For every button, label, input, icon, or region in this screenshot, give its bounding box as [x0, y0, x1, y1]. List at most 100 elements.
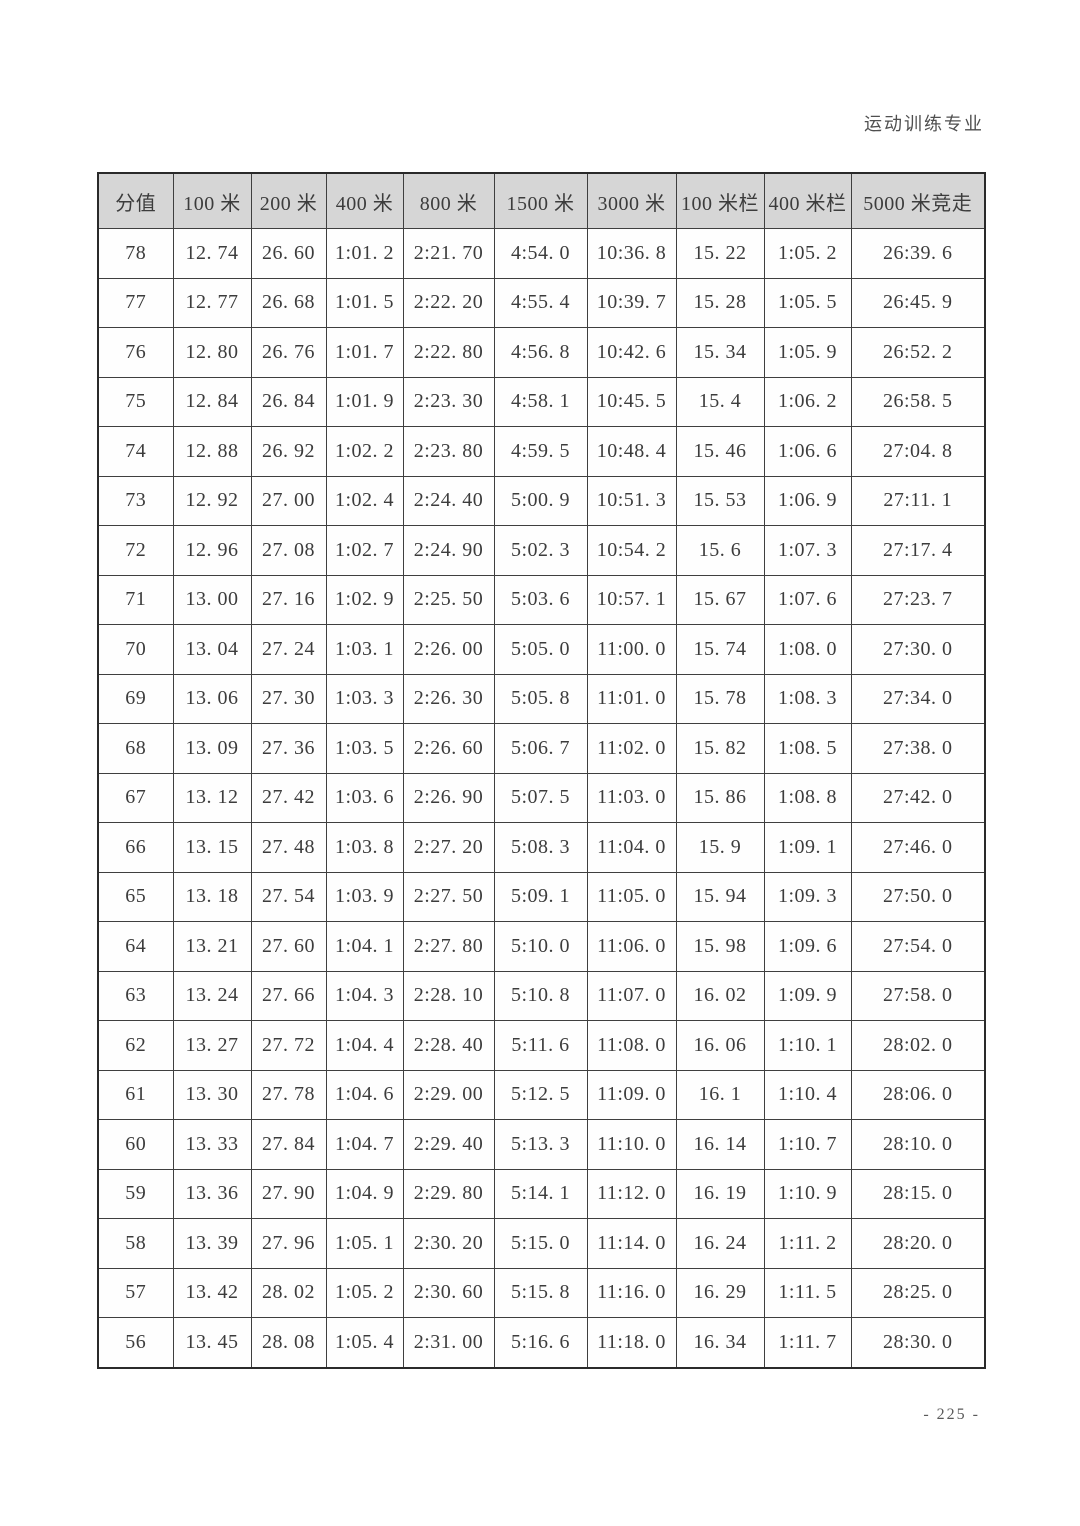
result-cell: 11:01. 0 — [586, 673, 677, 724]
result-cell: 28:02. 0 — [850, 1020, 986, 1071]
result-cell: 28:06. 0 — [850, 1069, 986, 1120]
table-row: 75 12. 84 26. 84 1:01. 9 2:23. 30 4:58. 1 10:4… — [97, 376, 986, 427]
result-cell: 12. 92 — [172, 475, 252, 526]
result-cell: 12. 88 — [172, 426, 252, 477]
result-cell: 15. 46 — [675, 426, 765, 477]
result-cell: 26. 76 — [250, 327, 327, 378]
result-cell: 15. 22 — [675, 228, 765, 279]
result-cell: 16. 34 — [675, 1317, 765, 1368]
result-cell: 1:10. 4 — [763, 1069, 852, 1120]
result-cell: 1:01. 2 — [325, 228, 404, 279]
result-cell: 1:02. 4 — [325, 475, 404, 526]
score-cell: 74 — [97, 426, 174, 477]
result-cell: 4:55. 4 — [493, 277, 588, 328]
column-header: 分值 — [97, 172, 174, 229]
result-cell: 5:14. 1 — [493, 1168, 588, 1219]
table-row: 69 13. 06 27. 30 1:03. 3 2:26. 30 5:05. 8 11:0… — [97, 673, 986, 724]
result-cell: 11:14. 0 — [586, 1218, 677, 1269]
result-cell: 1:06. 2 — [763, 376, 852, 427]
result-cell: 1:04. 3 — [325, 970, 404, 1021]
table-body: 78 12. 74 26. 60 1:01. 2 2:21. 70 4:54. 0 10:3… — [97, 228, 986, 1368]
result-cell: 11:06. 0 — [586, 921, 677, 972]
score-cell: 77 — [97, 277, 174, 328]
result-cell: 13. 18 — [172, 871, 252, 922]
result-cell: 1:02. 9 — [325, 574, 404, 625]
result-cell: 15. 78 — [675, 673, 765, 724]
result-cell: 1:04. 1 — [325, 921, 404, 972]
result-cell: 12. 74 — [172, 228, 252, 279]
result-cell: 27. 24 — [250, 624, 327, 675]
score-cell: 64 — [97, 921, 174, 972]
result-cell: 28:25. 0 — [850, 1267, 986, 1318]
result-cell: 16. 02 — [675, 970, 765, 1021]
result-cell: 11:05. 0 — [586, 871, 677, 922]
result-cell: 27. 16 — [250, 574, 327, 625]
table-row: 56 13. 45 28. 08 1:05. 4 2:31. 00 5:16. 6 11:1… — [97, 1317, 986, 1368]
table-row: 77 12. 77 26. 68 1:01. 5 2:22. 20 4:55. 4 10:3… — [97, 277, 986, 328]
result-cell: 15. 53 — [675, 475, 765, 526]
result-cell: 11:09. 0 — [586, 1069, 677, 1120]
result-cell: 15. 86 — [675, 772, 765, 823]
result-cell: 27. 66 — [250, 970, 327, 1021]
result-cell: 1:09. 3 — [763, 871, 852, 922]
result-cell: 16. 06 — [675, 1020, 765, 1071]
score-cell: 66 — [97, 822, 174, 873]
result-cell: 27. 36 — [250, 723, 327, 774]
table-row: 58 13. 39 27. 96 1:05. 1 2:30. 20 5:15. 0 11:1… — [97, 1218, 986, 1269]
result-cell: 2:27. 50 — [402, 871, 495, 922]
result-cell: 27. 42 — [250, 772, 327, 823]
score-cell: 60 — [97, 1119, 174, 1170]
result-cell: 1:06. 6 — [763, 426, 852, 477]
result-cell: 13. 04 — [172, 624, 252, 675]
result-cell: 15. 9 — [675, 822, 765, 873]
table-row: 59 13. 36 27. 90 1:04. 9 2:29. 80 5:14. 1 11:1… — [97, 1168, 986, 1219]
result-cell: 1:05. 5 — [763, 277, 852, 328]
result-cell: 5:13. 3 — [493, 1119, 588, 1170]
result-cell: 27. 48 — [250, 822, 327, 873]
score-cell: 73 — [97, 475, 174, 526]
result-cell: 13. 24 — [172, 970, 252, 1021]
result-cell: 2:24. 90 — [402, 525, 495, 576]
score-cell: 76 — [97, 327, 174, 378]
result-cell: 5:07. 5 — [493, 772, 588, 823]
result-cell: 27. 00 — [250, 475, 327, 526]
result-cell: 12. 84 — [172, 376, 252, 427]
result-cell: 10:54. 2 — [586, 525, 677, 576]
result-cell: 16. 1 — [675, 1069, 765, 1120]
result-cell: 1:02. 2 — [325, 426, 404, 477]
result-cell: 28. 02 — [250, 1267, 327, 1318]
score-cell: 62 — [97, 1020, 174, 1071]
result-cell: 2:26. 30 — [402, 673, 495, 724]
column-header: 400 米 — [325, 172, 404, 229]
result-cell: 2:24. 40 — [402, 475, 495, 526]
result-cell: 2:26. 90 — [402, 772, 495, 823]
score-cell: 78 — [97, 228, 174, 279]
result-cell: 26:52. 2 — [850, 327, 986, 378]
result-cell: 2:22. 80 — [402, 327, 495, 378]
result-cell: 2:21. 70 — [402, 228, 495, 279]
result-cell: 1:09. 9 — [763, 970, 852, 1021]
result-cell: 27. 60 — [250, 921, 327, 972]
result-cell: 1:09. 6 — [763, 921, 852, 972]
scoring-table: 分值 100 米 200 米 400 米 800 米 1500 米 3000 米 100 米栏… — [97, 172, 986, 1369]
column-header: 100 米栏 — [675, 172, 765, 229]
result-cell: 27:38. 0 — [850, 723, 986, 774]
result-cell: 10:39. 7 — [586, 277, 677, 328]
result-cell: 5:00. 9 — [493, 475, 588, 526]
result-cell: 27. 54 — [250, 871, 327, 922]
table-row: 72 12. 96 27. 08 1:02. 7 2:24. 90 5:02. 3 10:5… — [97, 525, 986, 576]
table-row: 76 12. 80 26. 76 1:01. 7 2:22. 80 4:56. 8 10:4… — [97, 327, 986, 378]
result-cell: 26:39. 6 — [850, 228, 986, 279]
table-row: 63 13. 24 27. 66 1:04. 3 2:28. 10 5:10. 8 11:0… — [97, 970, 986, 1021]
score-cell: 59 — [97, 1168, 174, 1219]
result-cell: 27:46. 0 — [850, 822, 986, 873]
result-cell: 2:30. 20 — [402, 1218, 495, 1269]
result-cell: 27:54. 0 — [850, 921, 986, 972]
result-cell: 12. 96 — [172, 525, 252, 576]
result-cell: 26. 60 — [250, 228, 327, 279]
result-cell: 11:16. 0 — [586, 1267, 677, 1318]
result-cell: 11:12. 0 — [586, 1168, 677, 1219]
result-cell: 27:34. 0 — [850, 673, 986, 724]
result-cell: 2:28. 40 — [402, 1020, 495, 1071]
result-cell: 12. 77 — [172, 277, 252, 328]
